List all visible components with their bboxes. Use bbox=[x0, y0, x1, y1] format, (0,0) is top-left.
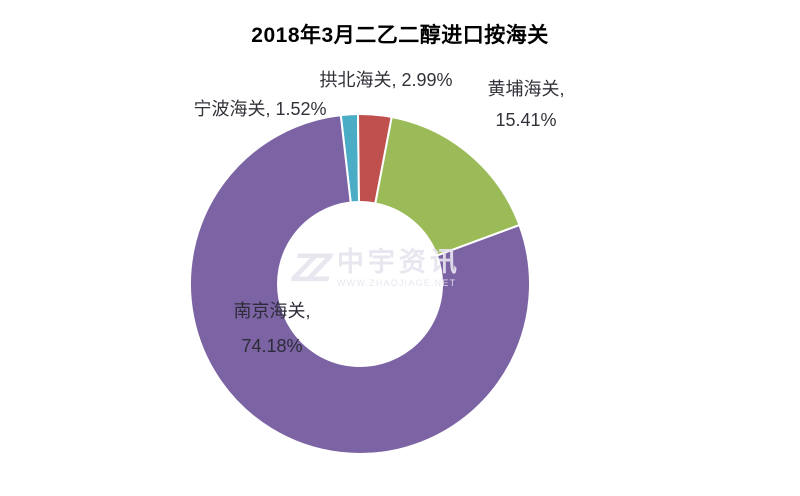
label-ningbo-customs: 宁波海关, 1.52% bbox=[193, 99, 327, 119]
label-nanjing-customs: 南京海关, 74.18% bbox=[233, 294, 310, 364]
pie-slice-南京海关 bbox=[189, 114, 531, 455]
label-nanjing-line2: 74.18% bbox=[241, 336, 303, 356]
label-huangpu-customs: 黄埔海关, 15.41% bbox=[487, 74, 564, 136]
label-nanjing-line1: 南京海关, bbox=[233, 301, 311, 321]
label-huangpu-line2: 15.41% bbox=[495, 110, 557, 130]
label-huangpu-line1: 黄埔海关, bbox=[487, 79, 565, 99]
chart-title: 2018年3月二乙二醇进口按海关 bbox=[251, 24, 549, 47]
pie-slice-黄埔海关 bbox=[374, 115, 521, 257]
label-gongbei-customs: 拱北海关, 2.99% bbox=[319, 70, 453, 90]
